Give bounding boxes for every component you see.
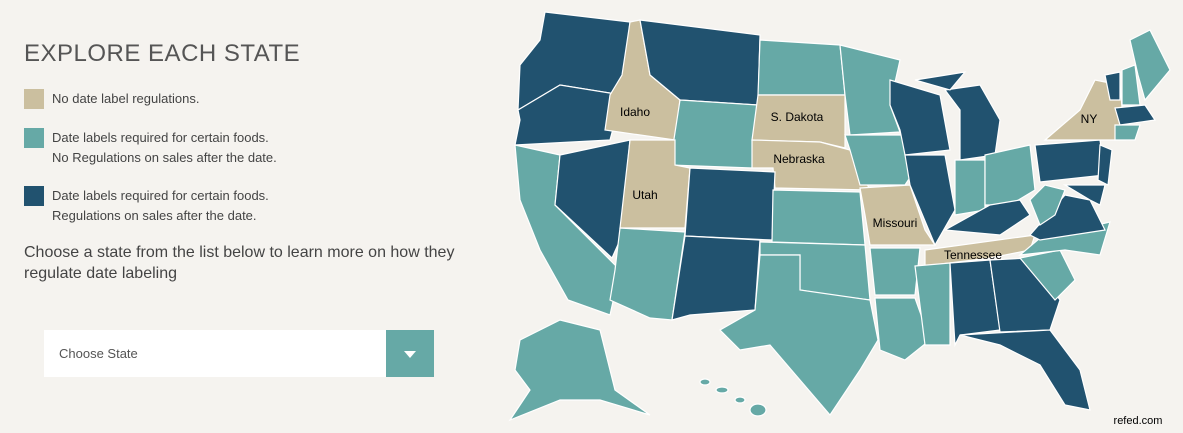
state-label: S. Dakota [771,110,824,124]
legend-line: Date labels required for certain foods. [52,188,269,203]
state-label: Nebraska [773,152,825,166]
legend-line: No date label regulations. [52,91,200,106]
dropdown-placeholder: Choose State [59,346,138,361]
legend-line: Regulations on sales after the date. [52,208,257,223]
state[interactable] [671,235,761,321]
state[interactable] [869,247,921,296]
state[interactable] [954,159,986,216]
state-label: Tennessee [944,248,1002,262]
legend-swatch [24,89,44,109]
legend-line: No Regulations on sales after the date. [52,150,277,165]
state[interactable] [1018,249,1076,301]
state[interactable] [914,262,951,346]
state-label: Utah [632,188,657,202]
state[interactable] [1104,71,1121,101]
state[interactable] [554,139,631,260]
state[interactable] [984,144,1036,206]
state[interactable] [684,167,776,241]
state[interactable] [749,403,767,417]
state[interactable] [943,199,1031,236]
state[interactable] [1062,184,1106,206]
state[interactable] [914,71,967,91]
credit: refed.com [1114,415,1163,427]
prompt-line: Choose a state from the list below to le… [24,244,455,261]
state[interactable] [1129,29,1171,102]
dropdown-button[interactable] [386,330,434,377]
state[interactable] [1029,184,1066,226]
arrow-icon [404,351,416,358]
state[interactable] [609,227,686,321]
state[interactable] [699,378,711,386]
legend-line: Date labels required for certain foods. [52,130,269,145]
state-label: Missouri [873,216,918,230]
state[interactable] [669,99,759,169]
state-dropdown[interactable]: Choose State [44,330,386,377]
state[interactable] [1114,104,1157,126]
legend-swatch [24,128,44,148]
legend-text: No date label regulations. [52,89,199,109]
prompt: Choose a state from the list below to le… [24,242,454,284]
state[interactable] [949,259,1001,348]
legend-text: Date labels required for certain foods. N… [52,128,277,168]
state[interactable] [719,254,879,416]
title: EXPLORE EACH STATE [24,40,301,67]
state[interactable] [904,154,956,247]
state[interactable] [1097,144,1113,186]
prompt-line: regulate date labeling [24,265,178,282]
state-label: NY [1081,112,1098,126]
state[interactable] [751,139,871,191]
state[interactable] [1034,139,1106,183]
state[interactable] [924,234,1036,267]
state[interactable] [874,297,931,361]
state[interactable] [734,396,746,404]
state-label: Idaho [620,105,650,119]
state[interactable] [1114,124,1141,141]
legend-swatch [24,186,44,206]
state[interactable] [757,39,846,96]
state[interactable] [715,386,729,394]
state[interactable] [959,329,1091,411]
state[interactable] [771,189,866,246]
state[interactable] [943,84,1001,161]
state[interactable] [514,84,623,146]
legend-text: Date labels required for certain foods. R… [52,186,269,226]
state[interactable] [508,319,651,422]
